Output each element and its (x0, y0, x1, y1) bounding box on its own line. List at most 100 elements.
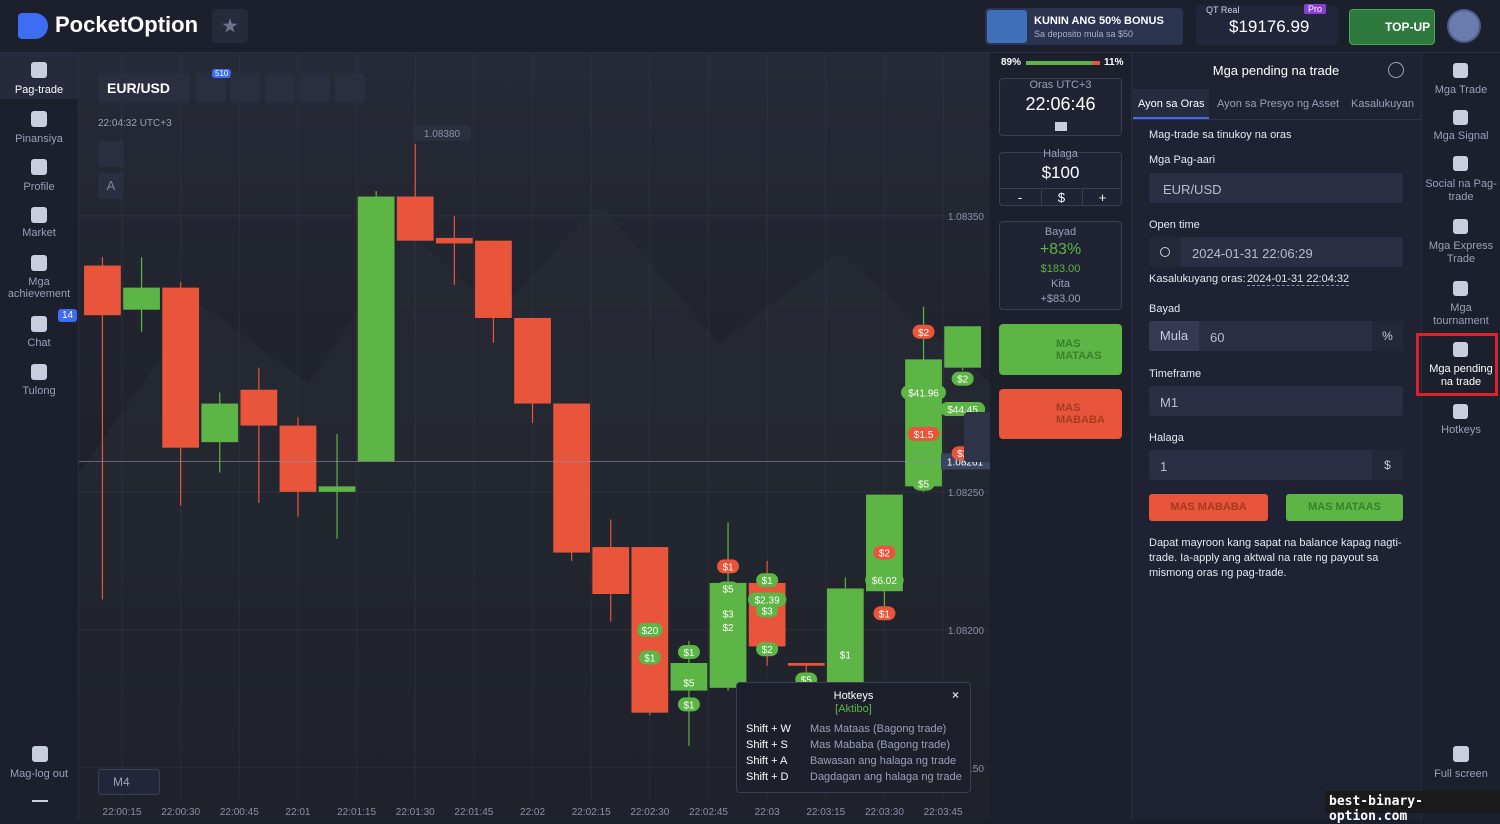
candle-body (787, 662, 825, 666)
trade-marker (951, 371, 974, 386)
nav-item[interactable]: Market (22, 227, 56, 239)
tab[interactable]: Kasalukuyan (1351, 98, 1414, 110)
trade-marker-label: $1.5 (914, 430, 934, 441)
rnav-item[interactable]: Social na Pag-trade (1425, 178, 1497, 203)
amount-button[interactable]: $ (1041, 188, 1081, 206)
buy-button[interactable] (999, 324, 1122, 375)
draw-button[interactable] (265, 73, 295, 103)
candle-body (201, 403, 239, 443)
nav-item[interactable]: Pag-trade (14, 84, 64, 96)
help-icon[interactable] (1388, 62, 1404, 78)
logo[interactable]: PocketOption (55, 12, 199, 37)
rnav-item[interactable]: Hotkeys (1441, 424, 1481, 436)
bonus-title: KUNIN ANG 50% BONUS (1034, 15, 1164, 27)
active-tab-bg (1133, 89, 1209, 119)
logo-icon (18, 13, 48, 39)
trade-marker-label: $1 (683, 700, 695, 711)
amount-input[interactable]: 1 (1149, 450, 1403, 480)
trade-marker (756, 573, 779, 588)
more-button[interactable] (300, 73, 330, 103)
x-tick-label: 22:01:45 (454, 807, 493, 818)
rnav-item[interactable]: Mga Express Trade (1428, 240, 1494, 265)
trade-marker-label: $2 (762, 645, 774, 656)
payout-label: Bayad (1044, 226, 1077, 238)
hotkeys-close[interactable]: × (952, 688, 960, 702)
timeframe-select[interactable] (98, 769, 160, 795)
trade-marker (756, 603, 779, 618)
chart-scroll-button[interactable] (964, 412, 990, 462)
pro-badge: Pro (1304, 4, 1327, 14)
x-tick-label: 22:01:15 (337, 807, 376, 818)
side-button[interactable]: A (98, 173, 124, 199)
nav-item[interactable]: Tulong (22, 385, 56, 397)
collapse-arrow[interactable] (32, 800, 48, 802)
trade-marker-label: $44.45 (947, 405, 978, 416)
nav-icon (31, 159, 47, 175)
mountains (79, 203, 990, 820)
logout-icon (32, 746, 48, 762)
avatar[interactable] (1447, 9, 1481, 43)
trade-marker (677, 644, 700, 659)
candle-body (514, 317, 551, 404)
logout[interactable]: Mag-log out (9, 768, 69, 780)
pair-select[interactable] (98, 73, 190, 103)
nav-item[interactable]: Profile (23, 181, 55, 193)
pending-buy-button[interactable]: MAS MATAAS (1286, 494, 1403, 521)
open-time-input[interactable]: 2024-01-31 22:06:29 (1149, 237, 1403, 267)
pending-sell-button[interactable]: MAS MABABA (1149, 494, 1268, 521)
indicators-button[interactable] (196, 73, 226, 103)
nav-item[interactable]: Pinansiya (15, 133, 63, 145)
trade-marker-label: $5 (918, 480, 930, 491)
rnav-item[interactable]: Mga Signal (1433, 130, 1489, 142)
trade-marker (637, 622, 663, 637)
trade-marker-label: $1 (840, 651, 852, 662)
x-tick-label: 22:01:30 (396, 807, 435, 818)
settings-button[interactable] (230, 73, 260, 103)
amount-button[interactable]: + (1082, 188, 1122, 206)
nav-item[interactable]: Mga achievement (7, 276, 71, 300)
trade-marker (912, 324, 935, 339)
open-time-label: Open time (1149, 219, 1200, 231)
rnav-item[interactable]: Mga pending na trade (1429, 363, 1493, 388)
topup-label: TOP-UP (1385, 20, 1431, 34)
sentiment-bar (1091, 61, 1100, 65)
topup-button[interactable] (1349, 9, 1435, 45)
rnav-item[interactable]: Mga tournament (1433, 302, 1489, 327)
timeframe-input[interactable]: M1 (1149, 386, 1403, 416)
buy-label: MAS MATAAS (1056, 338, 1102, 362)
trade-marker (907, 426, 940, 441)
hotkeys-popup (736, 682, 971, 793)
pending-title: Mga pending na trade (1212, 63, 1340, 78)
nav-item[interactable]: Chat (27, 337, 51, 349)
high-label-bg (413, 125, 471, 142)
hotkey-key: Shift + D (746, 771, 789, 783)
candle-body (84, 265, 121, 316)
sentiment-down-label: 11% (1104, 57, 1124, 68)
x-tick-label: 22:00:15 (103, 807, 142, 818)
amount-box[interactable] (999, 152, 1122, 206)
candle-body (123, 287, 160, 310)
tool-button[interactable] (98, 141, 124, 167)
fullscreen[interactable]: Full screen (1434, 768, 1488, 780)
trade-marker (747, 592, 787, 607)
x-tick-label: 22:03 (755, 807, 780, 818)
trade-marker-label: $2 (918, 328, 930, 339)
trade-marker (912, 476, 935, 491)
candle-body (553, 403, 591, 553)
trade-marker (717, 606, 740, 621)
trade-marker-label: $6.02 (872, 576, 897, 587)
tab[interactable]: Ayon sa Presyo ng Asset (1217, 98, 1340, 110)
fullscreen-icon (1453, 746, 1469, 762)
tab[interactable]: Ayon sa Oras (1138, 98, 1205, 110)
rnav-item[interactable]: Mga Trade (1434, 84, 1488, 96)
x-tick-label: 22:02:30 (630, 807, 669, 818)
layout-button[interactable] (335, 73, 365, 103)
rnav-icon (1453, 156, 1468, 171)
amount-button[interactable]: - (1000, 188, 1040, 206)
tabs (1131, 89, 1421, 120)
nav-icon (31, 62, 47, 78)
asset-select[interactable]: EUR/USD (1149, 173, 1403, 203)
sell-button[interactable] (999, 389, 1122, 439)
time-box[interactable] (999, 78, 1122, 136)
sentiment-bar (1026, 61, 1092, 65)
